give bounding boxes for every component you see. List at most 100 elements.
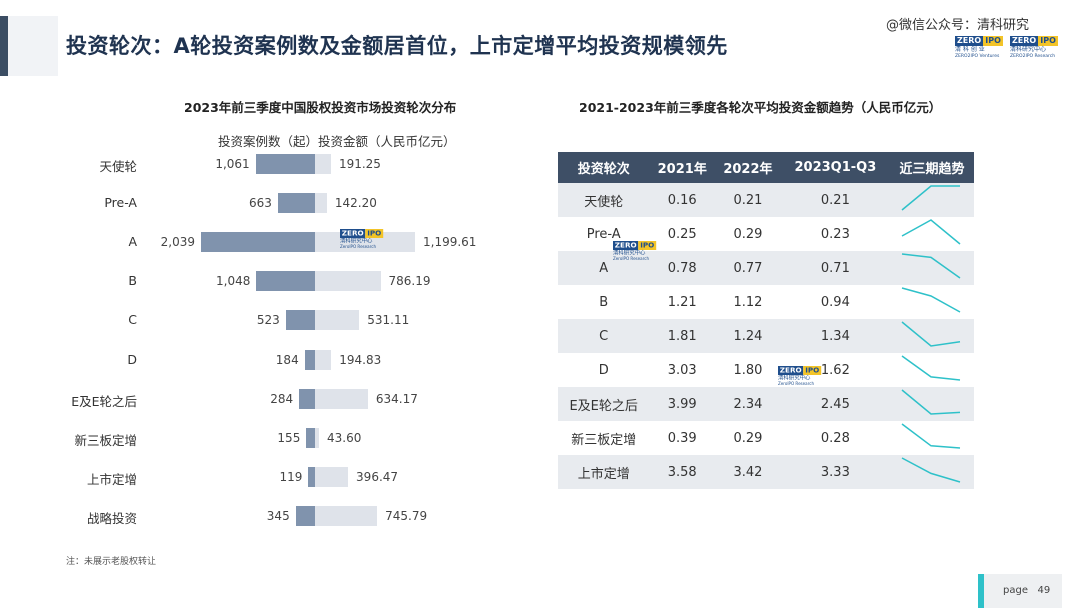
value-cell: 1.21 bbox=[649, 285, 716, 319]
page-title: 投资轮次：A轮投资案例数及金额居首位，上市定增平均投资规模领先 bbox=[66, 34, 728, 58]
sparkline-path bbox=[901, 321, 961, 347]
count-bar bbox=[285, 310, 315, 331]
round-cell: 上市定增 bbox=[558, 455, 650, 489]
amount-value-label: 191.25 bbox=[338, 157, 381, 171]
table-watermark-logo-2: ZERO IPO 清科研究中心 ZeroIPO Research bbox=[778, 366, 822, 387]
value-cell: 0.21 bbox=[780, 183, 890, 217]
count-bar bbox=[201, 232, 315, 253]
value-cell: 2.34 bbox=[715, 387, 781, 421]
count-bar bbox=[295, 505, 315, 526]
count-bar bbox=[306, 427, 315, 448]
table-row: D 3.03 1.80 1.62 bbox=[558, 353, 974, 387]
table-column-header: 2023Q1-Q3 bbox=[780, 152, 890, 183]
trend-cell bbox=[890, 251, 974, 285]
value-cell: 1.12 bbox=[715, 285, 781, 319]
count-value-label: 155 bbox=[277, 430, 301, 445]
round-cell: 新三板定增 bbox=[558, 421, 650, 455]
trend-cell bbox=[890, 319, 974, 353]
chart-watermark-logo: ZERO IPO 清科研究中心 ZeroIPO Research bbox=[340, 229, 384, 250]
trend-cell bbox=[890, 421, 974, 455]
sparkline-path bbox=[901, 389, 961, 415]
count-bar bbox=[308, 466, 315, 487]
page-accent-bar bbox=[978, 574, 984, 608]
count-bar bbox=[304, 349, 315, 370]
count-value-label: 1,061 bbox=[215, 157, 250, 171]
value-cell: 3.03 bbox=[649, 353, 716, 387]
amount-bar bbox=[315, 505, 378, 526]
value-cell: 0.16 bbox=[649, 183, 716, 217]
trend-sparkline bbox=[901, 389, 961, 415]
amount-bar bbox=[315, 349, 332, 370]
title-accent-bar bbox=[0, 16, 8, 76]
sparkline-path bbox=[901, 355, 961, 381]
value-cell: 0.23 bbox=[780, 217, 890, 251]
trend-cell bbox=[890, 285, 974, 319]
value-cell: 3.42 bbox=[715, 455, 781, 489]
table-row: C 1.81 1.24 1.34 bbox=[558, 319, 974, 353]
round-label: B bbox=[128, 273, 137, 289]
table-row: E及E轮之后 3.99 2.34 2.45 bbox=[558, 387, 974, 421]
amount-value-label: 531.11 bbox=[367, 313, 410, 328]
page-number-box bbox=[984, 574, 1062, 608]
amount-value-label: 745.79 bbox=[385, 508, 428, 523]
amount-value-label: 194.83 bbox=[339, 352, 382, 367]
count-value-label: 2,039 bbox=[160, 235, 195, 250]
table-row: 天使轮 0.16 0.21 0.21 bbox=[558, 183, 974, 217]
amount-value-label: 396.47 bbox=[356, 469, 399, 484]
table-header-row: 投资轮次 2021年 2022年 2023Q1-Q3 近三期趋势 bbox=[558, 152, 974, 183]
sparkline-path bbox=[901, 219, 961, 245]
trend-sparkline bbox=[901, 253, 961, 279]
zero2ipo-ventures-logo: ZERO IPO 清 科 创 业 ZERO2IPO Ventures bbox=[955, 36, 1003, 59]
value-cell: 1.24 bbox=[715, 319, 781, 353]
round-cell: A bbox=[558, 251, 650, 285]
round-cell: 天使轮 bbox=[558, 183, 650, 217]
sparkline-path bbox=[901, 253, 961, 279]
value-cell: 0.77 bbox=[715, 251, 781, 285]
round-label: 新三板定增 bbox=[74, 432, 137, 448]
round-label: 上市定增 bbox=[86, 471, 137, 487]
round-cell: Pre-A bbox=[558, 217, 650, 251]
count-value-label: 523 bbox=[256, 313, 280, 328]
trend-sparkline bbox=[901, 219, 961, 245]
table-watermark-logo-1: ZERO IPO 清科研究中心 ZeroIPO Research bbox=[613, 241, 657, 262]
trend-sparkline bbox=[901, 185, 960, 211]
trend-cell bbox=[890, 183, 974, 217]
round-cell: B bbox=[558, 285, 650, 319]
table-row: 上市定增 3.58 3.42 3.33 bbox=[558, 455, 974, 489]
zero2ipo-research-logo: ZERO IPO 清科研究中心 ZERO2IPO Research bbox=[1010, 36, 1058, 59]
round-label: 天使轮 bbox=[99, 159, 137, 174]
value-cell: 0.71 bbox=[780, 251, 890, 285]
table-row: B 1.21 1.12 0.94 bbox=[558, 285, 974, 319]
round-cell: C bbox=[558, 319, 650, 353]
count-bar bbox=[299, 388, 315, 409]
amount-value-label: 43.60 bbox=[327, 430, 362, 445]
trend-sparkline bbox=[901, 287, 961, 313]
value-cell: 1.81 bbox=[649, 319, 716, 353]
round-label: A bbox=[128, 234, 137, 250]
count-bar bbox=[255, 154, 315, 174]
count-value-label: 284 bbox=[270, 391, 294, 406]
trend-cell bbox=[890, 217, 974, 251]
value-cell: 0.39 bbox=[649, 421, 716, 455]
table-column-header: 投资轮次 bbox=[558, 152, 650, 183]
count-value-label: 119 bbox=[279, 469, 303, 484]
count-value-label: 184 bbox=[275, 352, 299, 367]
legend-amount: 投资金额（人民币亿元） bbox=[318, 134, 456, 149]
amount-bar bbox=[315, 271, 381, 292]
count-bar bbox=[256, 271, 315, 292]
average-amount-table: 投资轮次 2021年 2022年 2023Q1-Q3 近三期趋势 天使轮 0.16 0.21… bbox=[558, 152, 974, 489]
table-row: A 0.78 0.77 0.71 bbox=[558, 251, 974, 285]
table-column-header: 2022年 bbox=[715, 152, 781, 183]
amount-bar bbox=[315, 427, 319, 448]
amount-bar bbox=[315, 154, 331, 174]
amount-bar bbox=[315, 388, 368, 409]
value-cell: 0.29 bbox=[715, 217, 781, 251]
trend-sparkline bbox=[901, 321, 961, 347]
title-bar-bg bbox=[0, 16, 58, 76]
trend-sparkline bbox=[901, 423, 961, 449]
legend-count: 投资案例数（起） bbox=[218, 134, 319, 149]
round-label: D bbox=[127, 351, 137, 367]
wechat-watermark: @微信公众号：清科研究 bbox=[886, 18, 1030, 33]
amount-bar bbox=[315, 193, 327, 214]
table-column-header: 2021年 bbox=[649, 152, 716, 183]
